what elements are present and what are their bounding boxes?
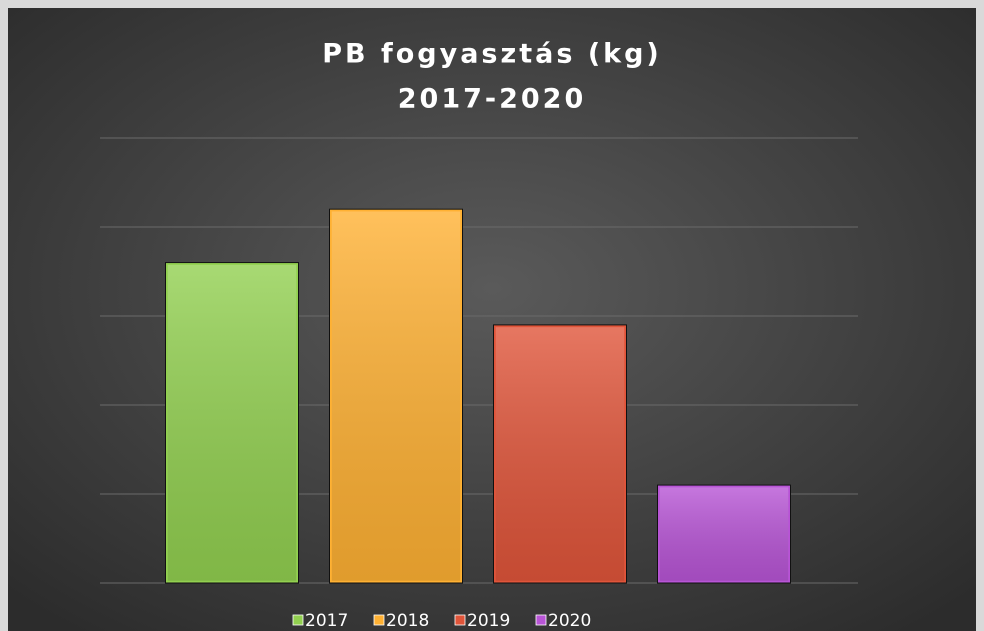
legend-label: 2017 xyxy=(305,611,348,631)
legend-label: 2018 xyxy=(386,611,429,631)
legend-label: 2019 xyxy=(467,611,510,631)
chart-title: PB fogyasztás (kg) xyxy=(322,39,662,70)
bar-shade xyxy=(658,485,790,583)
bar-shade xyxy=(494,325,626,583)
legend-swatch xyxy=(454,614,466,626)
chart-subtitle: 2017-2020 xyxy=(398,84,587,115)
legend-label: 2020 xyxy=(548,611,591,631)
bar-shade xyxy=(166,263,298,583)
legend-swatch xyxy=(373,614,385,626)
legend-swatch xyxy=(535,614,547,626)
bar-shade xyxy=(330,209,462,583)
legend-swatch xyxy=(292,614,304,626)
